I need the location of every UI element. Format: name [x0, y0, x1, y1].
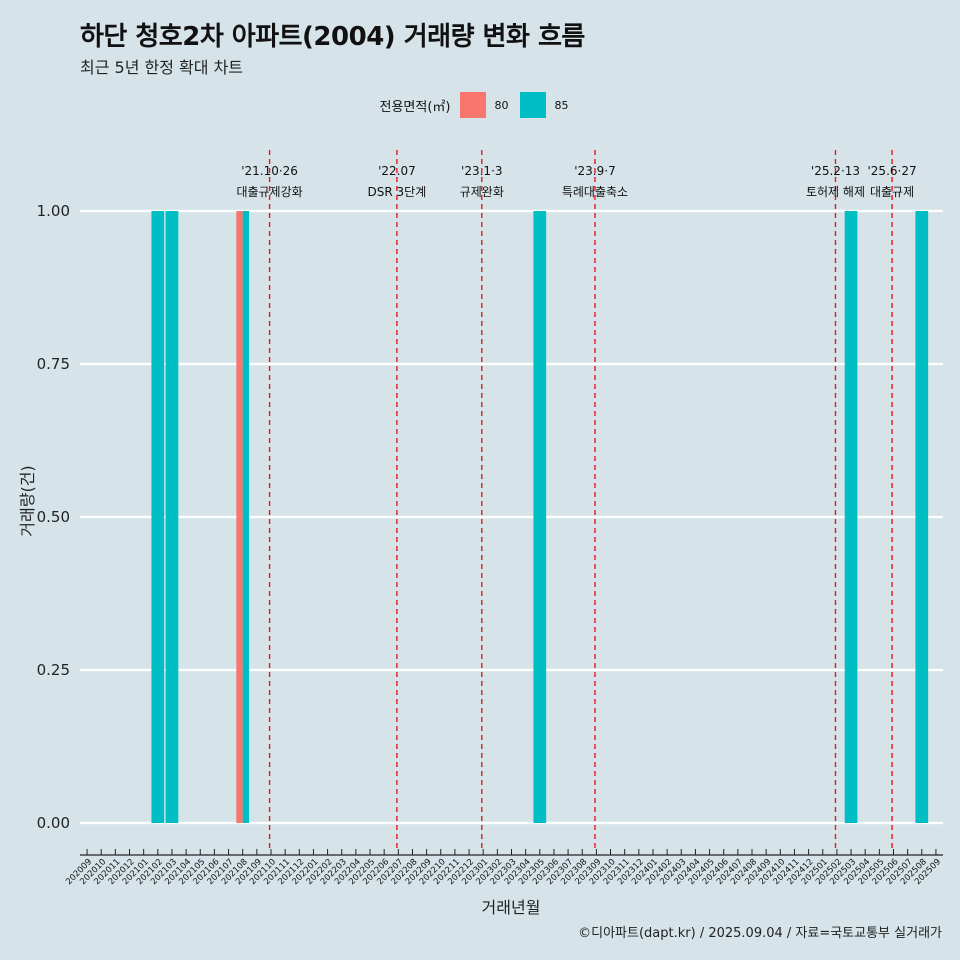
- y-tick-label: 0.50: [37, 508, 70, 526]
- y-tick-label: 1.00: [37, 202, 70, 220]
- event-label: 규제완화: [460, 185, 504, 199]
- legend: 전용면적(㎡) 80 85: [0, 92, 960, 118]
- event-date: '22.07: [378, 164, 416, 178]
- legend-label-85: 85: [554, 98, 569, 112]
- bar-202102-85: [151, 211, 165, 823]
- chart-title: 하단 청호2차 아파트(2004) 거래량 변화 흐름: [80, 22, 585, 52]
- event-label: 특례대출축소: [562, 185, 628, 199]
- legend-label-80: 80: [494, 98, 509, 112]
- legend-key-85: [520, 92, 547, 118]
- bar-202108-85: [242, 211, 250, 823]
- event-label: 대출규제: [870, 185, 914, 199]
- y-tick-label: 0.75: [37, 355, 70, 373]
- x-axis-title: 거래년월: [482, 898, 541, 917]
- bar-202305-85: [533, 211, 547, 823]
- source-caption: ©디아파트(dapt.kr) / 2025.09.04 / 자료=국토교통부 실…: [578, 926, 942, 941]
- event-date: '21.10·26: [241, 164, 298, 178]
- bar-202503-85: [844, 211, 858, 823]
- event-date: '25.2·13: [811, 164, 860, 178]
- y-tick-label: 0.00: [37, 814, 70, 832]
- event-label: 대출규제강화: [236, 185, 302, 199]
- bar-202108-80: [236, 211, 243, 823]
- legend-title: 전용면적(㎡): [379, 99, 451, 115]
- y-axis-title: 거래량(건): [18, 465, 37, 536]
- event-label: 토허제 해제: [806, 185, 865, 199]
- event-label: DSR 3단계: [368, 185, 427, 199]
- legend-key-80: [460, 92, 487, 118]
- event-date: '23.9·7: [574, 164, 615, 178]
- bar-202508-85: [915, 211, 929, 823]
- event-date: '23.1·3: [461, 164, 502, 178]
- bar-202103-85: [165, 211, 179, 823]
- y-tick-label: 0.25: [37, 661, 70, 679]
- chart-subtitle: 최근 5년 한정 확대 차트: [80, 58, 244, 77]
- event-date: '25.6·27: [868, 164, 917, 178]
